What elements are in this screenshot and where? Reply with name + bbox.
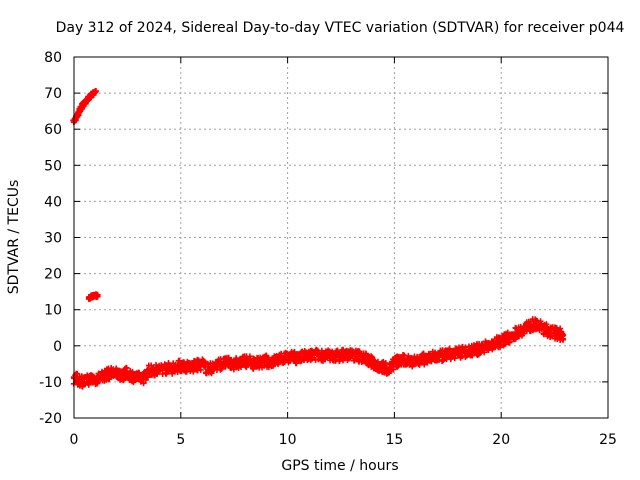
axis-ticks: 0 5 10 15 20 25 -20 -10 0 10 20 30 40 50 60 70 80 xyxy=(39,50,617,448)
y-tick-label: 30 xyxy=(44,231,62,247)
data-point xyxy=(197,366,204,373)
data-point xyxy=(144,374,151,381)
x-tick-label: 10 xyxy=(279,432,297,448)
data-point xyxy=(251,356,258,363)
data-point xyxy=(176,357,183,364)
data-point xyxy=(506,338,513,345)
y-tick-label: 60 xyxy=(44,122,62,138)
data-point xyxy=(390,366,397,373)
data-point xyxy=(85,381,92,388)
x-tick-label: 5 xyxy=(176,432,185,448)
data-point xyxy=(208,370,215,377)
y-tick-label: 10 xyxy=(44,303,62,319)
y-tick-label: 20 xyxy=(44,267,62,283)
chart-title: Day 312 of 2024, Sidereal Day-to-day VTE… xyxy=(56,20,625,36)
x-tick-label: 0 xyxy=(70,432,79,448)
x-tick-label: 15 xyxy=(385,432,403,448)
y-tick-label: 40 xyxy=(44,194,62,210)
data-point xyxy=(558,328,565,335)
data-points xyxy=(70,87,567,390)
data-point xyxy=(94,292,101,299)
y-tick-label: 80 xyxy=(44,50,62,66)
y-tick-label: -20 xyxy=(39,411,62,427)
data-point xyxy=(92,89,99,96)
x-tick-label: 25 xyxy=(599,432,617,448)
data-point xyxy=(140,380,147,387)
y-axis-label: SDTVAR / TECUs xyxy=(6,180,22,295)
data-point xyxy=(309,355,316,362)
data-point xyxy=(501,341,508,348)
plot-border xyxy=(73,56,609,419)
data-point xyxy=(106,376,113,383)
data-point xyxy=(481,349,488,356)
data-point xyxy=(560,331,567,338)
y-tick-label: -10 xyxy=(39,375,62,391)
data-point xyxy=(446,345,453,352)
data-point xyxy=(369,354,376,361)
data-point xyxy=(409,363,416,370)
data-point xyxy=(123,364,130,371)
y-tick-label: 0 xyxy=(53,339,62,355)
data-point xyxy=(163,370,170,377)
y-tick-label: 70 xyxy=(44,86,62,102)
x-tick-label: 20 xyxy=(492,432,510,448)
y-tick-label: 50 xyxy=(44,158,62,174)
x-axis-label: GPS time / hours xyxy=(281,458,398,474)
data-point xyxy=(420,350,427,357)
grid xyxy=(74,57,608,418)
data-point xyxy=(439,358,446,365)
data-point xyxy=(469,352,476,359)
